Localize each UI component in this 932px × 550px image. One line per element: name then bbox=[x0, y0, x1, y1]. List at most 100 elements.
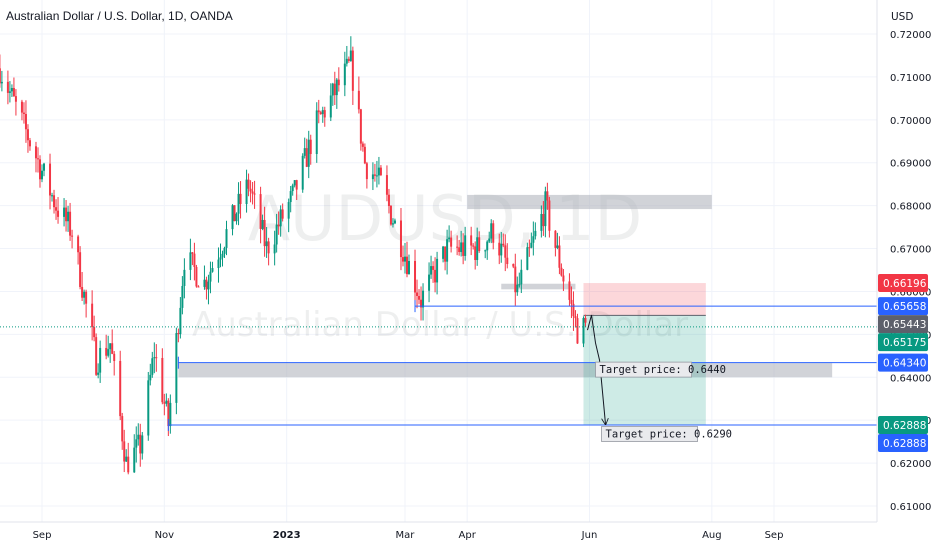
candle-body bbox=[147, 380, 150, 436]
short-position-tool[interactable] bbox=[583, 283, 706, 425]
candle-body bbox=[111, 343, 114, 354]
supply-demand-zone bbox=[501, 283, 576, 290]
candle-body bbox=[365, 163, 368, 180]
price-tick-label: 0.71000 bbox=[890, 73, 931, 84]
candle-body bbox=[249, 188, 252, 192]
candle-body bbox=[38, 159, 41, 180]
candle-body bbox=[528, 247, 531, 249]
candle-body bbox=[51, 195, 54, 197]
candle-body bbox=[209, 271, 212, 282]
stop-loss-zone[interactable] bbox=[583, 283, 706, 316]
candle-body bbox=[430, 266, 433, 275]
candle-body bbox=[141, 435, 144, 454]
candle-body bbox=[337, 79, 340, 86]
candle-body bbox=[0, 81, 3, 84]
candle-body bbox=[251, 191, 254, 194]
candle-body bbox=[436, 258, 439, 283]
supply-demand-zone bbox=[467, 194, 712, 210]
candle-body bbox=[95, 337, 98, 375]
candle-body bbox=[460, 242, 463, 253]
time-tick-label: Mar bbox=[396, 530, 416, 541]
candle-body bbox=[329, 95, 332, 118]
candle-body bbox=[77, 236, 80, 253]
candle-body bbox=[470, 235, 473, 246]
candlestick-series bbox=[0, 36, 587, 475]
candle-body bbox=[281, 209, 284, 219]
candle-body bbox=[568, 281, 571, 300]
time-tick-label: Nov bbox=[155, 530, 175, 541]
candle-body bbox=[163, 402, 166, 404]
candle-body bbox=[28, 140, 31, 147]
candle-body bbox=[195, 266, 198, 287]
candle-body bbox=[331, 83, 334, 96]
candle-body bbox=[235, 213, 238, 222]
candle-body bbox=[247, 179, 250, 189]
candle-body bbox=[12, 87, 15, 97]
time-tick-label: 2023 bbox=[273, 530, 301, 541]
candle-body bbox=[544, 191, 547, 227]
candle-body bbox=[351, 50, 354, 91]
candle-body bbox=[558, 245, 561, 268]
candle-body bbox=[279, 209, 282, 227]
candle-body bbox=[83, 291, 86, 298]
candle-body bbox=[24, 113, 27, 130]
price-tick-label: 0.72000 bbox=[890, 30, 931, 41]
candle-body bbox=[175, 333, 178, 403]
candle-body bbox=[93, 327, 96, 338]
candle-body bbox=[161, 357, 164, 403]
price-tag bbox=[878, 297, 928, 316]
candle-body bbox=[375, 175, 378, 177]
price-axis-tags: 0.66196 0.65658 0.65443 0.65175 0.64340 0.628… bbox=[878, 274, 928, 452]
price-tick-label: 0.70000 bbox=[890, 116, 931, 127]
candle-body bbox=[253, 193, 256, 195]
candle-body bbox=[34, 146, 37, 159]
candle-body bbox=[546, 191, 549, 201]
candle-body bbox=[181, 285, 184, 308]
projection-path bbox=[587, 314, 605, 424]
candle-body bbox=[107, 349, 110, 356]
price-tag-label: 0.65175 bbox=[883, 337, 926, 349]
candle-body bbox=[293, 180, 296, 186]
candle-body bbox=[69, 211, 72, 236]
candle-body bbox=[516, 284, 519, 293]
target-labels: Target price: 0.6440 Target price: 0.6290 bbox=[595, 361, 732, 442]
candle-body bbox=[79, 252, 82, 287]
candle-body bbox=[291, 185, 294, 192]
candle-body bbox=[125, 456, 128, 462]
candle-body bbox=[133, 447, 136, 473]
candle-body bbox=[153, 357, 156, 359]
candle-body bbox=[506, 257, 509, 265]
candle-body bbox=[55, 207, 58, 211]
candle-body bbox=[49, 163, 52, 196]
candle-body bbox=[301, 155, 304, 190]
price-tick-label: 0.68000 bbox=[890, 202, 931, 213]
candle-body bbox=[289, 191, 292, 203]
candle-body bbox=[492, 223, 495, 243]
candle-body bbox=[357, 90, 360, 110]
symbol-watermark: AUDUSD, 1D Australian Dollar / U.S. Doll… bbox=[192, 182, 688, 345]
candle-body bbox=[518, 284, 521, 286]
candle-body bbox=[155, 357, 158, 359]
price-tag bbox=[878, 315, 928, 334]
candle-body bbox=[239, 193, 242, 205]
candle-body bbox=[121, 416, 124, 442]
price-tag-label: 0.65658 bbox=[883, 301, 926, 313]
candle-body bbox=[434, 269, 437, 283]
candle-body bbox=[363, 146, 366, 164]
candle-body bbox=[399, 220, 402, 258]
time-axis[interactable]: Sep Nov 2023 Mar Apr Jun Aug Sep bbox=[33, 530, 784, 541]
candle-body bbox=[41, 170, 43, 180]
candle-body bbox=[53, 195, 56, 208]
projection-arrow[interactable] bbox=[587, 314, 605, 424]
candle-body bbox=[530, 242, 533, 248]
candle-body bbox=[197, 286, 200, 288]
candle-body bbox=[377, 167, 380, 176]
candle-body bbox=[233, 205, 236, 222]
candle-body bbox=[562, 275, 565, 282]
candle-body bbox=[472, 245, 475, 247]
candle-body bbox=[105, 347, 108, 356]
candle-body bbox=[139, 434, 142, 454]
candle-body bbox=[259, 194, 262, 229]
price-tag bbox=[878, 274, 928, 293]
